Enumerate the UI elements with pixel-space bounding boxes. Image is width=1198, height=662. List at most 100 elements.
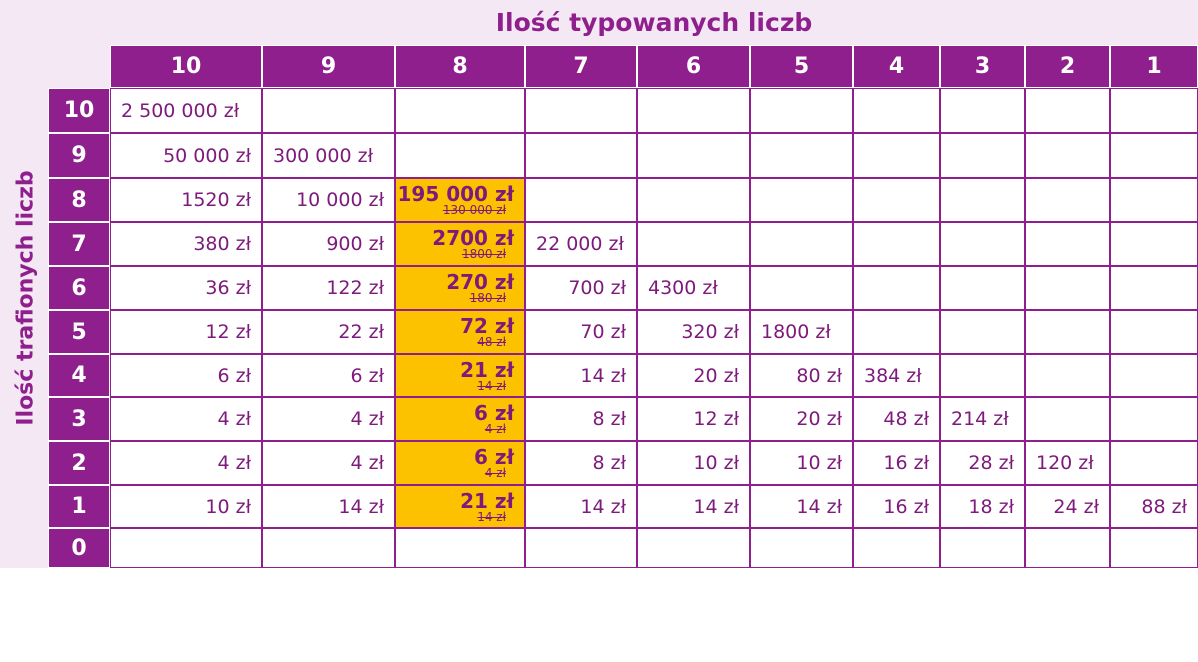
prize-cell: 50 000 zł [110, 133, 262, 178]
highlight-cell: 270 zł 180 zł [395, 266, 525, 310]
prize: 700 zł [568, 277, 626, 299]
prize-cell [940, 266, 1025, 310]
prize-cell [1110, 88, 1198, 133]
prize-cell: 214 zł [940, 397, 1025, 441]
prize: 380 zł [193, 233, 251, 255]
prize: 36 zł [205, 277, 251, 299]
prize-cell [110, 528, 262, 568]
prize-cell [1110, 310, 1198, 354]
prize-cell [1025, 178, 1110, 222]
prize-cell: 8 zł [525, 441, 637, 485]
prize-cell: 80 zł [750, 354, 853, 397]
prize: 14 zł [796, 495, 842, 518]
highlight-cell: 21 zł 14 zł [395, 354, 525, 397]
highlight-cell: 6 zł 4 zł [395, 397, 525, 441]
prize: 384 zł [864, 364, 922, 387]
prize: 48 zł [883, 408, 929, 430]
header-band [0, 0, 1198, 45]
prize-cell: 8 zł [525, 397, 637, 441]
prize-cell [940, 354, 1025, 397]
new-prize: 6 zł [474, 401, 514, 425]
prize-cell [525, 133, 637, 178]
column-header: 5 [750, 45, 853, 88]
row-header: 5 [48, 310, 110, 354]
prize-cell [750, 133, 853, 178]
prize-cell: 300 000 zł [262, 133, 395, 178]
row-header: 9 [48, 133, 110, 178]
prize-cell [1110, 266, 1198, 310]
highlight-cell: 195 000 zł 130 000 zł [395, 178, 525, 222]
prize-cell [940, 222, 1025, 266]
prize-cell [1025, 528, 1110, 568]
prize-cell: 16 zł [853, 485, 940, 528]
prize-cell: 6 zł [262, 354, 395, 397]
new-prize: 6 zł [474, 445, 514, 469]
prize-cell [395, 88, 525, 133]
prize-cell [637, 133, 750, 178]
prize-cell [853, 266, 940, 310]
prize-cell [940, 88, 1025, 133]
prize-cell [853, 222, 940, 266]
prize: 4 zł [350, 452, 384, 474]
prize-cell [940, 133, 1025, 178]
prize-cell: 22 zł [262, 310, 395, 354]
highlight-cell: 6 zł 4 zł [395, 441, 525, 485]
prize-cell: 120 zł [1025, 441, 1110, 485]
new-prize: 195 000 zł [397, 182, 514, 206]
highlight-cell: 72 zł 48 zł [395, 310, 525, 354]
prize-cell: 14 zł [750, 485, 853, 528]
new-prize: 21 zł [460, 488, 514, 513]
prize: 4 zł [217, 408, 251, 430]
prize-cell: 22 000 zł [525, 222, 637, 266]
prize-cell: 28 zł [940, 441, 1025, 485]
prize-cell [940, 178, 1025, 222]
prize-cell: 14 zł [637, 485, 750, 528]
column-header: 7 [525, 45, 637, 88]
column-header: 3 [940, 45, 1025, 88]
prize: 20 zł [796, 408, 842, 430]
prize: 320 zł [681, 321, 739, 343]
prize-cell [1110, 397, 1198, 441]
prize-cell [637, 178, 750, 222]
prize-cell: 384 zł [853, 354, 940, 397]
prize-cell [750, 88, 853, 133]
prize: 10 000 zł [296, 189, 384, 211]
prize-cell [525, 528, 637, 568]
old-prize: 14 zł [477, 378, 506, 393]
prize-cell: 4300 zł [637, 266, 750, 310]
row-header: 4 [48, 354, 110, 397]
row-header: 8 [48, 178, 110, 222]
prize: 4 zł [217, 452, 251, 474]
highlight-cell: 21 zł 14 zł [395, 485, 525, 528]
prize: 14 zł [338, 495, 384, 518]
prize-cell: 700 zł [525, 266, 637, 310]
prize-cell: 10 zł [110, 485, 262, 528]
prize: 22 000 zł [536, 233, 624, 255]
prize: 20 zł [693, 364, 739, 387]
prize-cell [1025, 133, 1110, 178]
prize-cell: 16 zł [853, 441, 940, 485]
old-prize: 4 zł [484, 466, 506, 480]
prize-cell: 4 zł [110, 397, 262, 441]
prize-cell: 14 zł [525, 485, 637, 528]
column-header: 1 [1110, 45, 1198, 88]
row-header: 0 [48, 528, 110, 568]
prize-cell: 14 zł [525, 354, 637, 397]
prize-cell [940, 310, 1025, 354]
prize: 6 zł [350, 364, 384, 387]
row-header: 1 [48, 485, 110, 528]
prize-cell: 70 zł [525, 310, 637, 354]
prize-cell [750, 266, 853, 310]
prize-cell: 900 zł [262, 222, 395, 266]
prize-cell: 20 zł [637, 354, 750, 397]
prize: 1800 zł [761, 321, 831, 343]
old-prize: 14 zł [477, 509, 506, 524]
prize: 120 zł [1036, 452, 1094, 474]
old-prize: 4 zł [484, 422, 506, 436]
prize-cell: 4 zł [262, 441, 395, 485]
prize: 14 zł [580, 364, 626, 387]
prize-cell [853, 528, 940, 568]
prize: 214 zł [951, 408, 1009, 430]
prize-cell [525, 178, 637, 222]
prize-cell [637, 88, 750, 133]
